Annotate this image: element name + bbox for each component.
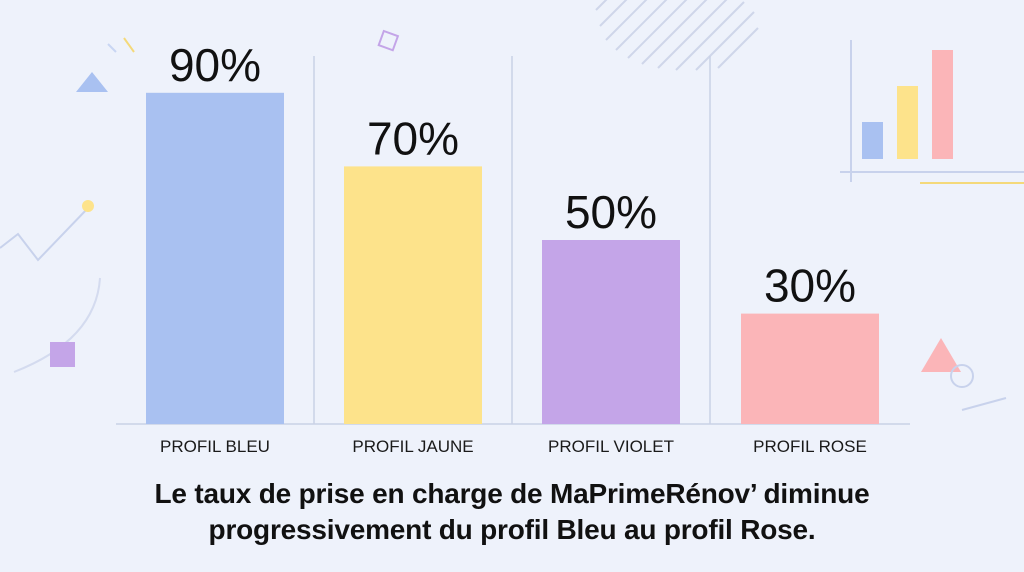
chart-caption: Le taux de prise en charge de MaPrimeRén…	[0, 476, 1024, 548]
category-label-profil-violet: PROFIL VIOLET	[548, 437, 674, 456]
category-label-profil-jaune: PROFIL JAUNE	[352, 437, 473, 456]
mini-bar-yellow	[897, 86, 918, 159]
caption-line-1: Le taux de prise en charge de MaPrimeRén…	[154, 478, 870, 509]
hatched-circle-decoration	[595, 0, 759, 71]
bar-profil-bleu	[146, 92, 284, 425]
mini-bar-pink	[932, 50, 953, 159]
trend-line-decoration	[0, 207, 89, 262]
bars-group	[146, 92, 879, 425]
bar-profil-jaune	[344, 166, 482, 424]
yellow-dash-decoration	[123, 37, 135, 53]
value-label-profil-bleu: 90%	[169, 39, 261, 91]
pink-triangle-decoration	[921, 338, 961, 372]
bar-profil-rose	[741, 313, 879, 424]
value-label-profil-jaune: 70%	[367, 112, 459, 164]
blue-triangle-decoration	[76, 72, 108, 92]
purple-square-decoration	[50, 342, 75, 367]
mini-bar-chart-decoration	[840, 40, 1024, 184]
background-decor	[0, 0, 1024, 411]
slash-decoration	[961, 397, 1007, 411]
mini-bar-blue	[862, 122, 883, 159]
yellow-dot-decoration	[82, 200, 94, 212]
value-label-profil-rose: 30%	[764, 260, 856, 312]
value-labels-group: 90% 70% 50% 30%	[169, 39, 856, 312]
blue-dash-decoration	[107, 43, 117, 53]
arc-decoration	[13, 277, 101, 373]
bar-profil-violet	[542, 240, 680, 424]
category-label-profil-bleu: PROFIL BLEU	[160, 437, 270, 456]
category-label-profil-rose: PROFIL ROSE	[753, 437, 867, 456]
caption-line-2: progressivement du profil Bleu au profil…	[208, 514, 816, 545]
category-labels-group: PROFIL BLEU PROFIL JAUNE PROFIL VIOLET PROF…	[160, 437, 867, 456]
outline-square-decoration	[377, 29, 400, 52]
value-label-profil-violet: 50%	[565, 186, 657, 238]
circle-outline-decoration	[950, 364, 974, 388]
